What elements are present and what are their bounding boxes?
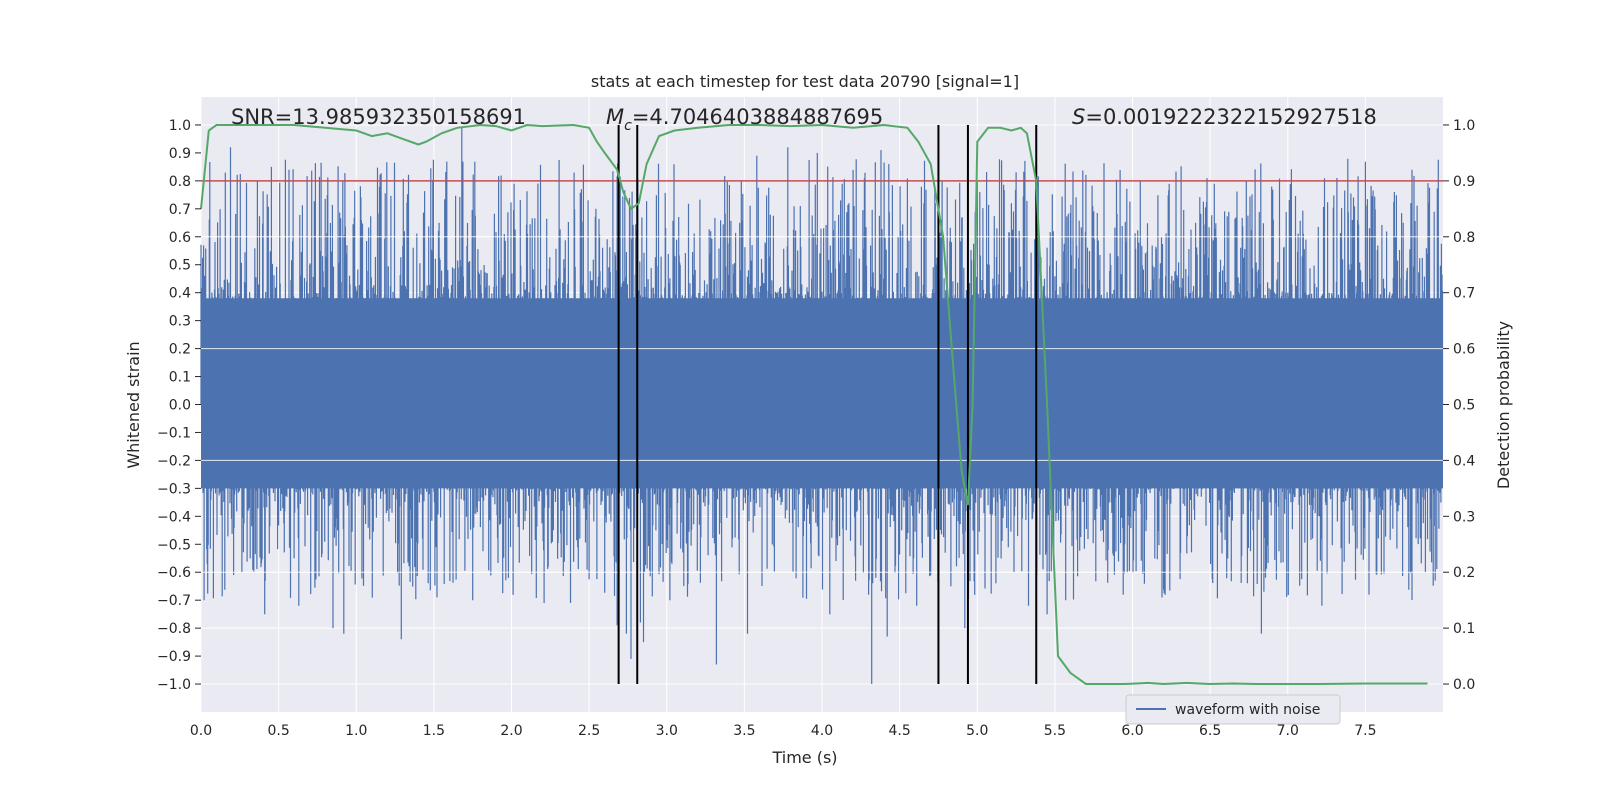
y2-tick-label: 0.4 xyxy=(1453,453,1475,469)
annotation-chirp-mass-symbol: M xyxy=(606,105,624,129)
y-tick-label: −0.7 xyxy=(157,593,191,609)
x-tick-label: 4.5 xyxy=(888,723,910,739)
annotation-s: S=0.0019222322152927518 xyxy=(1072,105,1377,129)
x-tick-label: 7.5 xyxy=(1354,723,1376,739)
y-tick-label: −0.6 xyxy=(157,565,191,581)
series-waveform-with-noise xyxy=(200,127,1444,684)
x-tick-label: 5.5 xyxy=(1044,723,1066,739)
chart-title: stats at each timestep for test data 207… xyxy=(591,72,1019,91)
y2-tick-label: 0.7 xyxy=(1453,286,1475,302)
x-tick-label: 6.5 xyxy=(1199,723,1221,739)
y-axis-ticks: 1.0 0.9 0.8 0.7 0.6 0.5 0.4 0.3 0.2 0.1 0.0 −0.1 −0.… xyxy=(157,118,201,693)
y-tick-label: −0.5 xyxy=(157,537,191,553)
legend-box xyxy=(1125,694,1341,725)
y2-tick-label: 0.8 xyxy=(1453,230,1475,246)
y-tick-label: −0.1 xyxy=(157,425,191,441)
x-tick-label: 3.5 xyxy=(733,723,755,739)
y2-tick-label: 0.1 xyxy=(1453,621,1475,637)
y2-tick-label: 0.6 xyxy=(1453,342,1475,358)
y2-tick-label: 1.0 xyxy=(1453,118,1475,134)
y-tick-label: 0.1 xyxy=(169,370,191,386)
x-tick-label: 5.0 xyxy=(966,723,988,739)
y-tick-label: 0.0 xyxy=(169,398,191,414)
y-tick-label: −0.8 xyxy=(157,621,191,637)
annotation-s-value: =0.0019222322152927518 xyxy=(1085,105,1377,129)
x-tick-label: 3.0 xyxy=(656,723,678,739)
x-tick-label: 2.0 xyxy=(500,723,522,739)
x-tick-label: 1.0 xyxy=(345,723,367,739)
y-tick-label: 0.9 xyxy=(169,146,191,162)
y-tick-label: 0.4 xyxy=(169,286,191,302)
y-tick-label: −0.3 xyxy=(157,481,191,497)
annotation-s-symbol: S xyxy=(1072,105,1085,129)
x-tick-label: 6.0 xyxy=(1121,723,1143,739)
annotation-chirp-mass-value: =4.7046403884887695 xyxy=(632,105,883,129)
y2-tick-label: 0.3 xyxy=(1453,509,1475,525)
x-tick-label: 0.5 xyxy=(267,723,289,739)
y-tick-label: 0.5 xyxy=(169,258,191,274)
y-tick-label: 0.8 xyxy=(169,174,191,190)
probability-line xyxy=(200,123,1428,686)
x-tick-label: 2.5 xyxy=(578,723,600,739)
annotation-chirp-mass: Mc=4.7046403884887695 xyxy=(606,105,883,134)
y-tick-label: 0.2 xyxy=(169,342,191,358)
x-axis-label: Time (s) xyxy=(771,748,837,767)
x-tick-label: 1.5 xyxy=(423,723,445,739)
y2-axis-ticks: 1.0 0.9 0.8 0.7 0.6 0.5 0.4 0.3 0.2 0.1 0.0 xyxy=(1443,118,1475,693)
y-tick-label: −0.2 xyxy=(157,453,191,469)
x-tick-label: 7.0 xyxy=(1277,723,1299,739)
y2-tick-label: 0.5 xyxy=(1453,398,1475,414)
y2-tick-label: 0.9 xyxy=(1453,174,1475,190)
annotation-chirp-mass-subscript: c xyxy=(624,118,632,134)
y-tick-label: 0.6 xyxy=(169,230,191,246)
legend-label-waveform: waveform with noise xyxy=(1175,702,1320,718)
y-tick-label: −0.9 xyxy=(157,649,191,665)
y2-axis-label: Detection probability xyxy=(1494,321,1513,489)
y-tick-label: 0.3 xyxy=(169,314,191,330)
annotation-snr: SNR=13.985932350158691 xyxy=(231,105,526,129)
x-tick-label: 0.0 xyxy=(190,723,212,739)
y-tick-label: −1.0 xyxy=(157,677,191,693)
y-axis-label: Whitened strain xyxy=(124,341,143,468)
series-detection-probability xyxy=(200,123,1428,686)
y2-tick-label: 0.0 xyxy=(1453,677,1475,693)
y-tick-label: −0.4 xyxy=(157,509,191,525)
y-tick-label: 1.0 xyxy=(169,118,191,134)
y-tick-label: 0.7 xyxy=(169,202,191,218)
vertical-marker-lines xyxy=(617,124,1038,685)
x-axis-ticks: 0.0 0.5 1.0 1.5 2.0 2.5 3.0 3.5 4.0 4.5 5.0 5.5 6.0 6… xyxy=(190,723,1377,739)
y2-tick-label: 0.2 xyxy=(1453,565,1475,581)
x-tick-label: 4.0 xyxy=(811,723,833,739)
legend: waveform with noise xyxy=(1125,694,1341,725)
